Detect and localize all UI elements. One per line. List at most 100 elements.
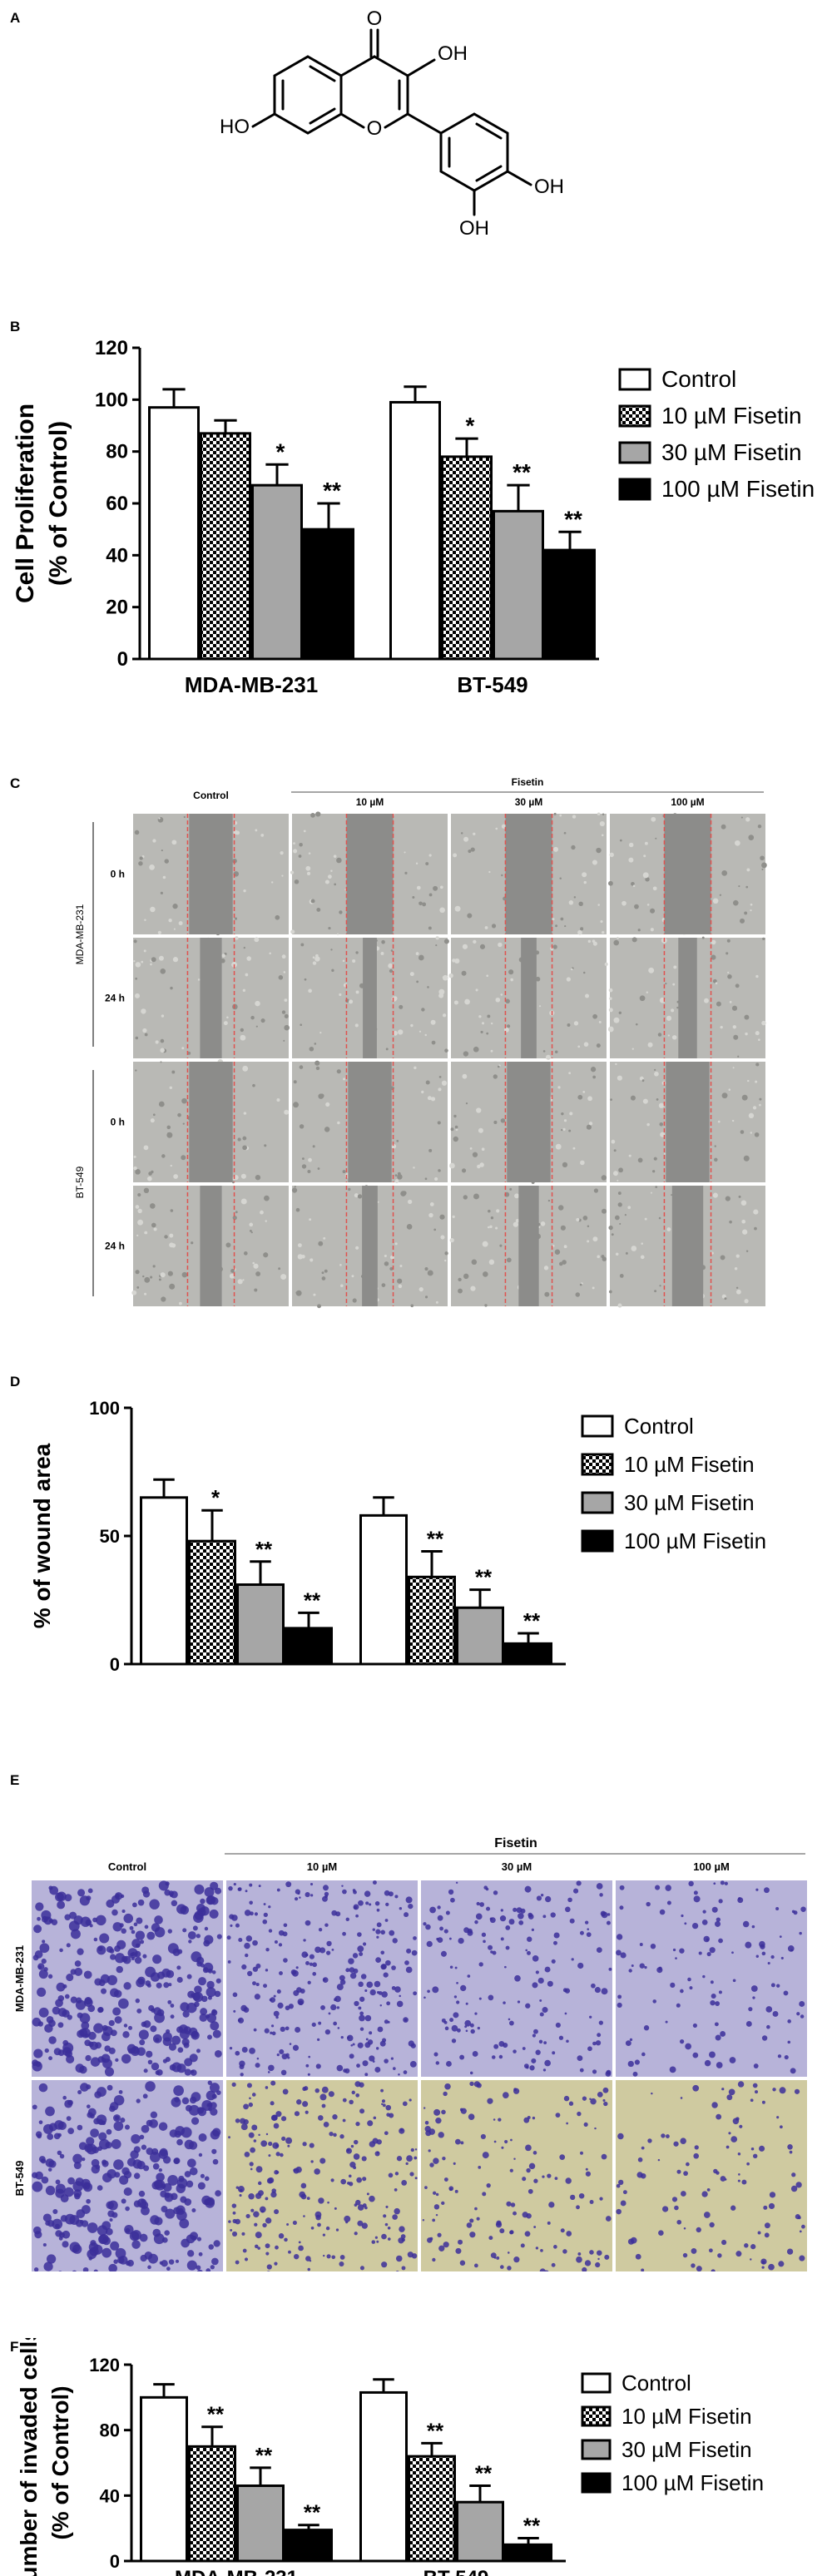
invaded-cell: [182, 1928, 187, 1933]
invaded-cell: [97, 1946, 103, 1951]
invaded-cell: [674, 2205, 679, 2211]
invaded-cell: [47, 2167, 52, 2172]
invaded-cell: [509, 2020, 514, 2026]
invaded-cell: [302, 2142, 307, 2147]
invaded-cell: [646, 1901, 651, 1907]
significance-label: **: [523, 2513, 541, 2538]
cell-texture: [334, 883, 337, 886]
cell-texture: [555, 1143, 562, 1150]
invaded-cell: [647, 2138, 652, 2143]
invaded-cell: [438, 2132, 444, 2138]
invaded-cell: [375, 1929, 381, 1934]
cell-texture: [582, 1090, 586, 1093]
cell-texture: [755, 1031, 760, 1036]
invaded-cell: [767, 1961, 770, 1965]
invaded-cell: [92, 1917, 97, 1923]
cell-texture: [138, 861, 143, 866]
cell-texture: [265, 1220, 267, 1222]
invaded-cell: [384, 1890, 390, 1896]
invaded-cell: [271, 2188, 276, 2193]
invaded-cell: [424, 2186, 428, 2189]
invaded-cell: [460, 1984, 467, 1992]
cell-texture: [646, 1122, 650, 1127]
cell-texture: [424, 1295, 428, 1299]
invaded-cell: [186, 1974, 192, 1979]
cell-texture: [233, 830, 238, 835]
invaded-cell: [227, 1960, 231, 1964]
cell-texture: [152, 1113, 156, 1117]
invaded-cell: [249, 2047, 255, 2054]
invaded-cell: [82, 2266, 89, 2271]
cell-texture: [613, 1149, 617, 1152]
invaded-cell: [429, 2162, 434, 2167]
cell-texture: [240, 1028, 245, 1033]
invaded-cell: [441, 2201, 445, 2206]
cell-texture: [430, 1097, 436, 1102]
cell-texture: [169, 1242, 174, 1248]
cell-texture: [560, 917, 564, 921]
invaded-cell: [358, 1981, 364, 1988]
cell-texture: [398, 1284, 403, 1289]
cell-texture: [592, 1286, 595, 1290]
cell-texture: [711, 954, 716, 960]
invaded-cell: [312, 1972, 317, 1976]
cell-texture: [300, 1023, 303, 1027]
invaded-cell: [580, 2151, 583, 2155]
invaded-cell: [33, 1925, 42, 1934]
cell-texture: [463, 1273, 469, 1280]
invaded-cell: [542, 2007, 548, 2014]
wound-gap: [362, 1186, 378, 1306]
y-tick-label: 40: [106, 544, 128, 567]
invaded-cell: [307, 2267, 311, 2271]
invaded-cell: [786, 2248, 794, 2255]
cell-texture: [171, 840, 177, 845]
cell-texture: [748, 835, 755, 840]
cell-texture: [170, 986, 173, 990]
cell-texture: [535, 976, 541, 982]
cell-texture: [146, 1176, 152, 1181]
invaded-cell: [800, 1906, 806, 1912]
invaded-cell: [177, 2047, 184, 2053]
invaded-cell: [755, 2090, 759, 2094]
cell-texture: [399, 1265, 403, 1267]
invaded-cell: [74, 1960, 82, 1967]
invaded-cell: [235, 2050, 240, 2056]
cell-texture: [435, 936, 439, 940]
cell-texture: [637, 929, 641, 932]
invaded-cell: [443, 2242, 449, 2248]
cell-texture: [568, 900, 574, 905]
cell-texture: [740, 1200, 747, 1206]
invaded-cell: [67, 2014, 72, 2020]
invaded-cell: [551, 1959, 556, 1964]
invaded-cell: [77, 2012, 83, 2019]
invaded-cell: [305, 2063, 310, 2068]
cell-texture: [330, 949, 333, 951]
invaded-cell: [496, 2220, 502, 2226]
invaded-cell: [377, 2026, 384, 2033]
cell-texture: [137, 1219, 144, 1226]
invaded-cell: [535, 1970, 539, 1974]
invaded-cell: [592, 2041, 597, 2046]
invaded-cell: [113, 2259, 118, 2264]
invaded-cell: [151, 1923, 161, 1932]
invaded-cell: [173, 2157, 180, 2164]
invaded-cell: [114, 1945, 121, 1952]
invaded-cell: [253, 2211, 260, 2217]
invaded-cell: [98, 1979, 106, 1987]
invaded-cell: [149, 2118, 158, 2128]
invaded-cell: [42, 2242, 47, 2247]
invaded-cell: [779, 1935, 782, 1938]
cell-texture: [269, 952, 271, 955]
cell-texture: [323, 1236, 326, 1240]
invaded-cell: [282, 2088, 289, 2095]
cell-texture: [592, 859, 597, 865]
invaded-cell: [232, 2218, 237, 2224]
invaded-cell: [730, 2205, 736, 2211]
cell-texture: [424, 1177, 428, 1181]
cell-texture: [348, 1187, 351, 1191]
cell-texture: [428, 1212, 433, 1218]
invaded-cell: [75, 2177, 84, 2187]
invaded-cell: [339, 2134, 344, 2139]
invaded-cell: [248, 2192, 255, 2200]
invaded-cell: [396, 2000, 404, 2008]
